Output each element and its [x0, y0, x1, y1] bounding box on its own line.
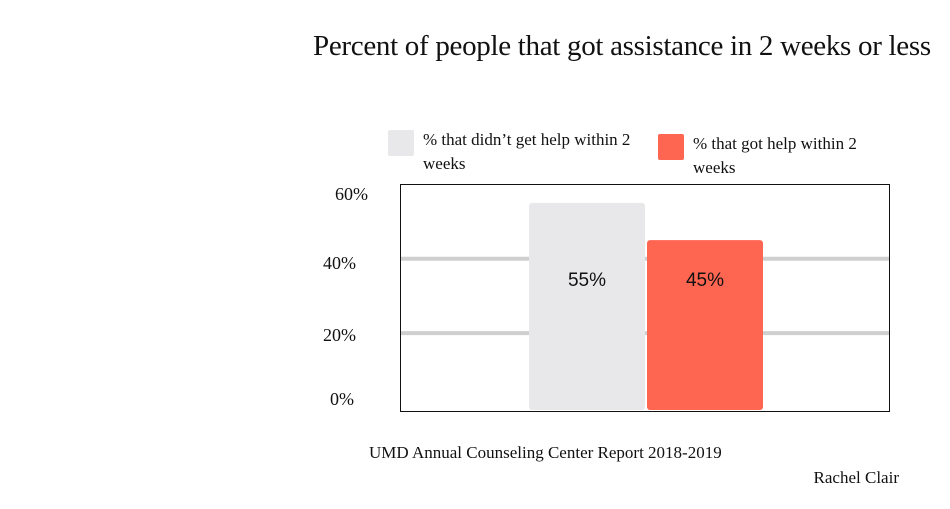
bar-value-label-got-help: 45% — [686, 270, 724, 291]
source-note: UMD Annual Counseling Center Report 2018… — [369, 443, 722, 462]
legend-swatch-no-help — [388, 130, 414, 156]
y-tick-label-20: 20% — [323, 325, 356, 345]
legend-label-no-help: % that didn’t get help within 2 weeks — [423, 130, 631, 173]
bar-value-label-no-help: 55% — [568, 270, 606, 291]
legend-label-got-help: % that got help within 2 weeks — [693, 134, 857, 177]
bar-got-help — [647, 240, 763, 410]
y-tick-label-0: 0% — [330, 389, 354, 409]
legend-item-got-help: % that got help within 2 weeks — [658, 132, 873, 180]
author-credit: Rachel Clair — [813, 468, 899, 487]
legend-item-no-help: % that didn’t get help within 2 weeks — [388, 128, 643, 176]
chart-title: Percent of people that got assistance in… — [313, 30, 931, 62]
bar-no-help — [529, 202, 645, 410]
y-tick-label-60: 60% — [335, 184, 368, 204]
y-tick-label-40: 40% — [323, 253, 356, 273]
plot-frame — [400, 184, 890, 412]
legend-swatch-got-help — [658, 134, 684, 160]
